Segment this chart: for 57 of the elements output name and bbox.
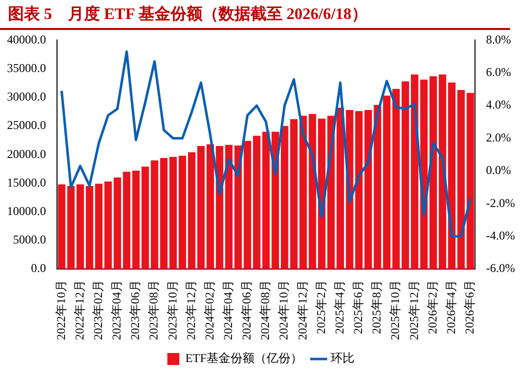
- y2-tick-label: 2.0%: [486, 130, 512, 144]
- bar: [429, 76, 437, 269]
- y-tick-label: 10000.0: [7, 204, 46, 218]
- bar: [262, 132, 270, 269]
- bar: [206, 144, 214, 269]
- y2-tick-label: -2.0%: [486, 196, 516, 210]
- x-tick-label: 2022年12月: [72, 280, 86, 340]
- bar: [142, 166, 149, 269]
- x-tick-label: 2025年4月: [332, 280, 346, 334]
- bar: [383, 96, 390, 269]
- chart-title: 图表 5 月度 ETF 基金份额（数据截至 2026/6/18）: [0, 0, 510, 30]
- bar: [76, 184, 84, 269]
- x-tick-label: 2024年12月: [295, 280, 310, 340]
- y-tick-label: 30000.0: [7, 90, 46, 104]
- legend-label: 环比: [330, 351, 355, 366]
- y-tick-label: 35000.0: [7, 60, 46, 75]
- y2-tick-label: 6.0%: [486, 65, 512, 80]
- x-tick-label: 2023年02月: [90, 280, 105, 340]
- y2-tick-label: -4.0%: [486, 228, 516, 242]
- y-tick-label: 40000.0: [7, 32, 46, 46]
- x-tick-label: 2025年8月: [370, 280, 384, 334]
- x-tick-label: 2024年04月: [221, 280, 236, 340]
- x-tick-label: 2024年02月: [202, 280, 216, 340]
- x-tick-label: 2025年6月: [351, 280, 366, 334]
- y2-tick-label: 8.0%: [486, 32, 512, 46]
- x-tick-label: 2024年08月: [258, 280, 272, 340]
- y2-tick-label: 4.0%: [486, 98, 512, 112]
- bar: [364, 110, 372, 269]
- x-tick-label: 2024年10月: [276, 280, 291, 340]
- y-tick-label: 25000.0: [7, 118, 46, 132]
- bar: [95, 184, 103, 269]
- x-tick-label: 2024年06月: [240, 280, 254, 340]
- x-tick-label: 2023年04月: [110, 280, 124, 340]
- x-tick-label: 2026年2月: [425, 280, 440, 334]
- x-tick-label: 2025年12月: [406, 280, 421, 340]
- y-tick-label: 5000.0: [13, 232, 46, 247]
- bar: [448, 82, 456, 269]
- legend-label: ETF基金份额（亿份）: [185, 351, 303, 366]
- x-tick-label: 2026年4月: [444, 280, 458, 334]
- y2-tick-label: 0.0%: [486, 163, 512, 178]
- x-tick-label: 2023年08月: [146, 280, 161, 340]
- x-tick-label: 2023年06月: [128, 280, 142, 340]
- x-tick-label: 2023年10月: [165, 280, 180, 340]
- y-tick-label: 0.0: [31, 261, 46, 276]
- y2-tick-label: -6.0%: [486, 261, 516, 276]
- bar: [86, 186, 94, 269]
- y-tick-label: 15000.0: [7, 175, 46, 190]
- bar: [253, 136, 260, 269]
- x-tick-label: 2023年12月: [184, 280, 198, 340]
- x-tick-label: 2022年10月: [54, 280, 68, 340]
- x-tick-label: 2025年2月: [314, 280, 328, 334]
- x-tick-label: 2026年6月: [462, 280, 477, 334]
- y-tick-label: 20000.0: [7, 146, 46, 161]
- bar: [188, 152, 196, 269]
- bar: [336, 108, 344, 269]
- bar: [197, 146, 205, 269]
- x-tick-label: 2025年10月: [388, 280, 402, 340]
